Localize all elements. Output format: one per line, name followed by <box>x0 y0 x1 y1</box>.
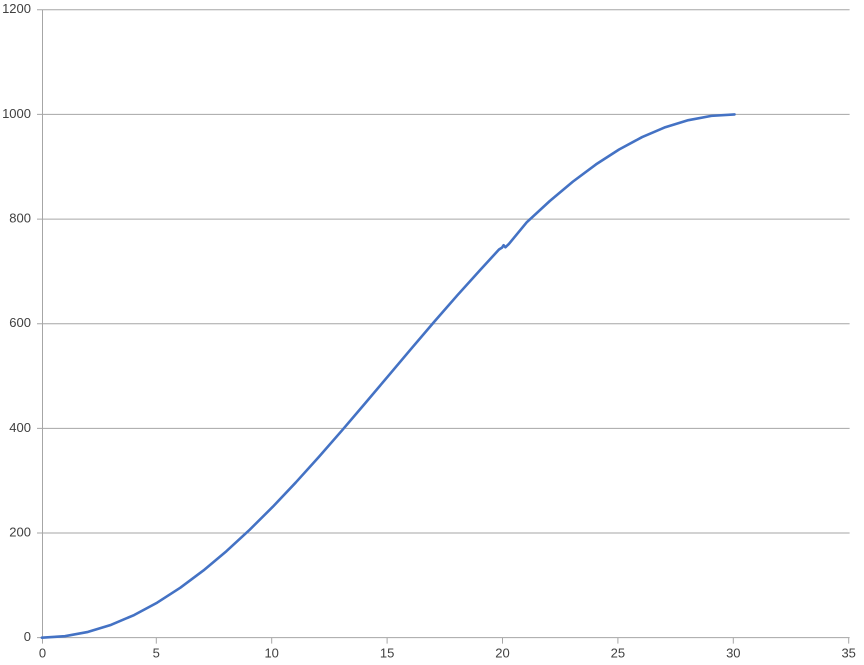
svg-text:35: 35 <box>841 645 855 660</box>
svg-text:0: 0 <box>24 629 31 644</box>
svg-text:200: 200 <box>9 524 31 539</box>
svg-text:1200: 1200 <box>2 1 31 16</box>
svg-text:25: 25 <box>611 645 625 660</box>
svg-text:20: 20 <box>495 645 509 660</box>
svg-text:800: 800 <box>9 211 31 226</box>
svg-text:0: 0 <box>39 645 46 660</box>
svg-text:30: 30 <box>726 645 740 660</box>
svg-text:400: 400 <box>9 420 31 435</box>
svg-text:600: 600 <box>9 315 31 330</box>
svg-text:5: 5 <box>153 645 160 660</box>
svg-text:15: 15 <box>380 645 394 660</box>
svg-text:10: 10 <box>264 645 278 660</box>
svg-text:1000: 1000 <box>2 106 31 121</box>
